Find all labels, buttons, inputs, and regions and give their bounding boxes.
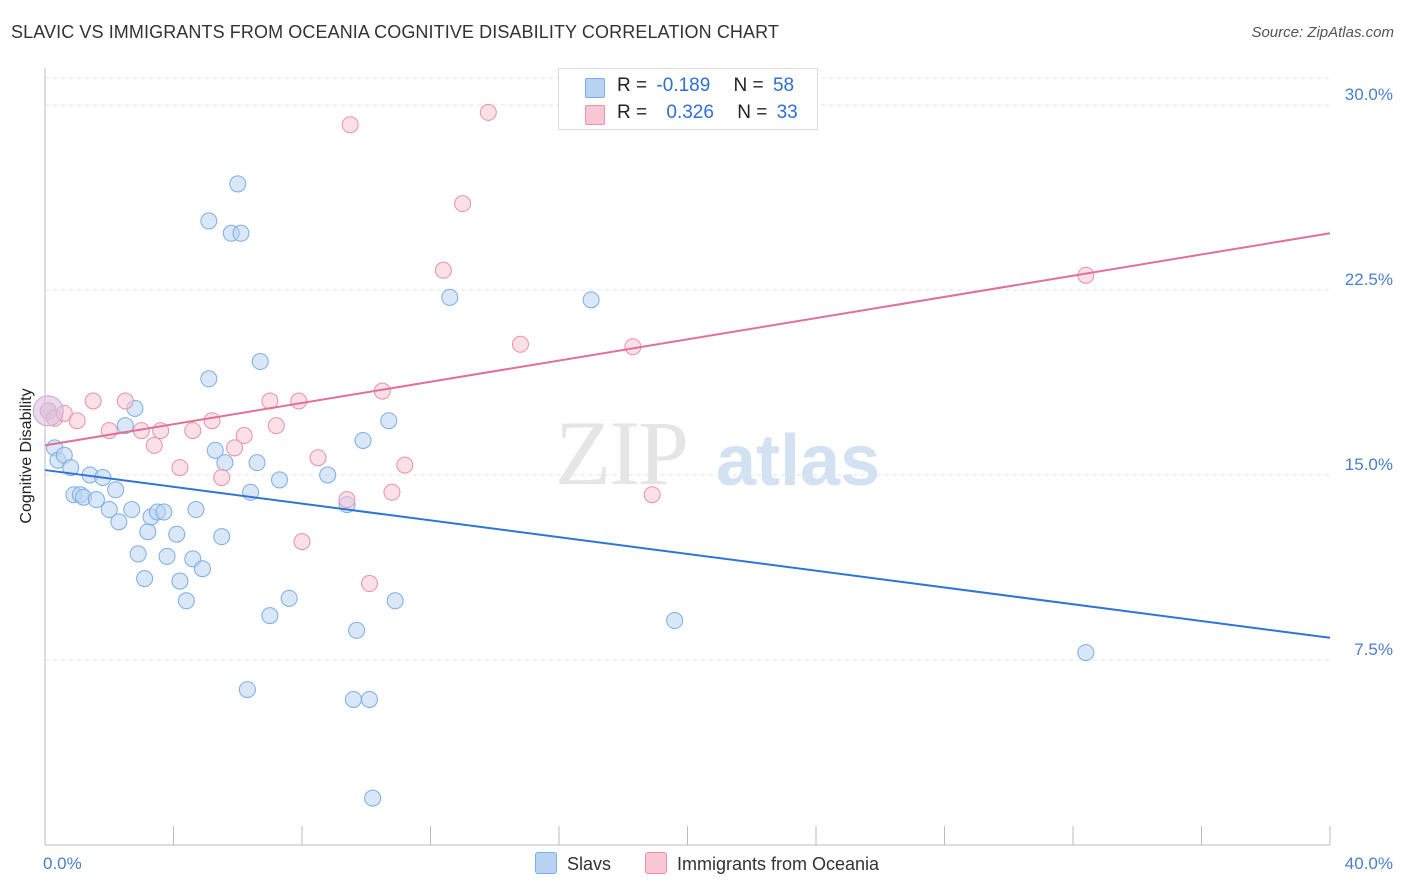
watermark-zip: ZIP <box>555 402 689 504</box>
slavs-point <box>386 592 404 610</box>
oceania-r-value: 0.326 <box>666 102 714 123</box>
oceania-point <box>116 392 134 410</box>
slavs-point <box>360 690 378 708</box>
oceania-point <box>454 195 472 213</box>
bottom-legend-oceania: Immigrants from Oceania <box>645 852 879 875</box>
slavs-point <box>110 513 128 531</box>
source-credit: Source: ZipAtlas.com <box>1251 24 1394 41</box>
y-tick-label: 15.0% <box>1345 455 1393 474</box>
slavs-point <box>1077 644 1095 662</box>
chart-title: SLAVIC VS IMMIGRANTS FROM OCEANIA COGNIT… <box>11 22 779 42</box>
oceania-point <box>434 261 452 279</box>
slavs-point <box>441 288 459 306</box>
slavs-point <box>216 454 234 472</box>
slavs-point <box>100 501 118 519</box>
oceania-point <box>213 468 231 486</box>
slavs-legend-swatch <box>535 852 557 874</box>
x-tick-label-max: 40.0% <box>1345 854 1393 873</box>
slavs-point <box>107 481 125 499</box>
slavs-point <box>271 471 289 489</box>
oceania-point <box>68 412 86 430</box>
slavs-point <box>319 466 337 484</box>
oceania-point <box>145 436 163 454</box>
slavs-point <box>177 592 195 610</box>
oceania-point <box>226 439 244 457</box>
oceania-point <box>267 417 285 435</box>
slavs-point <box>116 417 134 435</box>
slavs-point <box>280 589 298 607</box>
oceania-point <box>309 449 327 467</box>
slavs-point <box>200 370 218 388</box>
oceania-legend-swatch <box>645 852 667 874</box>
y-tick-label: 30.0% <box>1345 85 1393 104</box>
correlation-legend: R = -0.189 N = 58 R = 0.326 N = 33 <box>558 68 818 130</box>
slavs-point <box>344 690 362 708</box>
oceania-point <box>290 392 308 410</box>
oceania-legend-label: Immigrants from Oceania <box>677 854 880 874</box>
r-label: R = <box>617 102 648 123</box>
slavs-point <box>354 431 372 449</box>
oceania-point <box>293 533 311 551</box>
slavs-point <box>380 412 398 430</box>
y-axis-label: Cognitive Disability <box>18 388 35 524</box>
n-label: N = <box>733 75 764 96</box>
slavs-point <box>123 501 141 519</box>
oceania-point <box>84 392 102 410</box>
slavs-point <box>213 528 231 546</box>
slavs-point <box>229 175 247 193</box>
oceania-point <box>383 483 401 501</box>
slavs-legend-label: Slavs <box>567 854 612 874</box>
slavs-point <box>87 491 105 509</box>
slavs-point <box>187 501 205 519</box>
oceania-point <box>396 456 414 474</box>
slavs-point <box>193 560 211 578</box>
slavs-r-value: -0.189 <box>656 75 711 96</box>
slavs-point <box>348 621 366 639</box>
slavs-point <box>248 454 266 472</box>
slavs-point <box>155 503 173 521</box>
oceania-point <box>203 412 221 430</box>
oceania-n-value: 33 <box>776 102 798 123</box>
slavs-point <box>364 789 382 807</box>
slavs-point <box>206 441 224 459</box>
oceania-point <box>338 491 356 509</box>
overlap-cluster-point <box>32 395 64 427</box>
slavs-point <box>251 353 269 371</box>
oceania-point <box>184 422 202 440</box>
slavs-point <box>171 572 189 590</box>
slavs-point <box>129 545 147 563</box>
oceania-point <box>511 335 529 353</box>
y-tick-label: 7.5% <box>1354 640 1393 659</box>
slavs-point <box>232 224 250 242</box>
slavs-n-value: 58 <box>772 75 795 96</box>
y-tick-label: 22.5% <box>1345 270 1393 289</box>
oceania-point <box>360 575 378 593</box>
slavs-point <box>136 570 154 588</box>
slavs-trend-line <box>44 469 1331 639</box>
x-tick-label-min: 0.0% <box>43 854 82 873</box>
slavs-point <box>62 459 80 477</box>
oceania-swatch <box>585 105 605 125</box>
r-label: R = <box>617 75 648 96</box>
slavs-point <box>238 681 256 699</box>
oceania-point <box>643 486 661 504</box>
n-label: N = <box>737 102 768 123</box>
watermark-atlas: atlas <box>716 421 881 501</box>
slavs-swatch <box>585 78 605 98</box>
slavs-point <box>261 607 279 625</box>
oceania-point <box>171 459 189 477</box>
slavs-point <box>158 547 176 565</box>
slavs-point <box>582 291 600 309</box>
slavs-point <box>666 612 684 630</box>
oceania-point <box>235 427 253 445</box>
slavs-point <box>200 212 218 230</box>
oceania-point <box>479 103 497 121</box>
slavs-point <box>168 525 186 543</box>
oceania-point <box>341 116 359 134</box>
oceania-trend-line <box>44 232 1331 447</box>
slavs-point <box>139 523 157 541</box>
bottom-legend-slavs: Slavs <box>535 852 611 875</box>
